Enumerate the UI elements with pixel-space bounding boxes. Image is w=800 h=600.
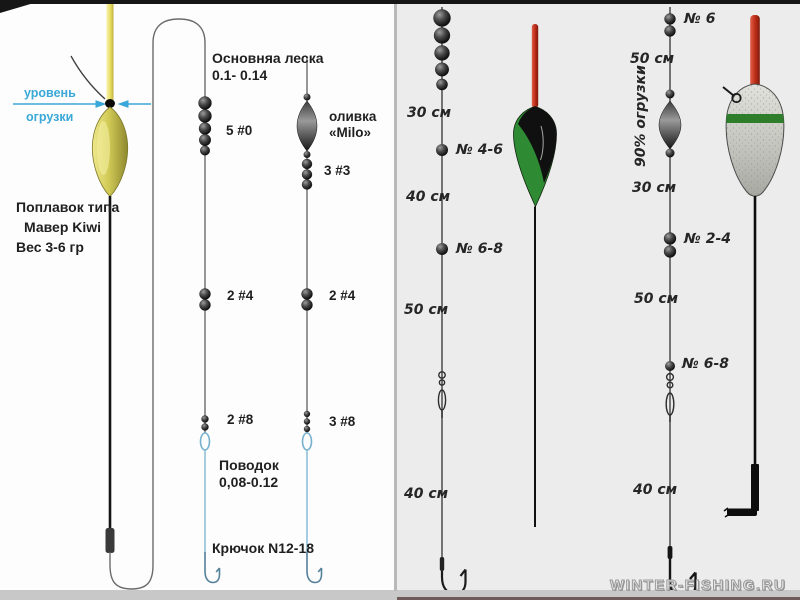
float-antenna bbox=[106, 3, 114, 102]
split-shots-2x4-b bbox=[301, 288, 313, 311]
panel-divider bbox=[394, 3, 397, 591]
keel-arm-sketch bbox=[723, 507, 729, 518]
float-info-label: Поплавок типа Мавер Kiwi Вес 3-6 гр bbox=[16, 199, 120, 255]
rig2-hook-wrap bbox=[667, 546, 673, 559]
rig1-dist-50: 50 см bbox=[404, 302, 449, 318]
rig2-dist-50: 50 см bbox=[630, 51, 675, 67]
rig2-olive-weight bbox=[658, 100, 682, 150]
rig-with-green-float bbox=[433, 7, 557, 595]
shots-label-2x4-b: 2 #4 bbox=[329, 288, 356, 303]
rig1-shot-4-6 bbox=[436, 144, 448, 156]
ballast-level-arrows bbox=[13, 100, 151, 108]
split-shots-3x8 bbox=[303, 410, 311, 433]
rig2-dist-30: 30 см bbox=[632, 180, 677, 196]
rig1-float-antenna bbox=[531, 24, 539, 108]
rig2-shots-no6 bbox=[664, 13, 676, 37]
rig2-swivel bbox=[665, 372, 675, 422]
shots-label-2x8: 2 #8 bbox=[227, 412, 254, 427]
rig1-dist-40b: 40 см bbox=[404, 486, 449, 502]
shots-label-5x0: 5 #0 bbox=[226, 123, 253, 138]
ballast-level-label-1: уровень bbox=[24, 86, 76, 100]
shots-label-3x3: 3 #3 bbox=[324, 163, 351, 178]
olive-weight-milo bbox=[296, 100, 318, 152]
float-top-eye bbox=[105, 99, 115, 108]
float-highlight bbox=[97, 121, 110, 175]
main-line-label: Основняа леска 0.1- 0.14 bbox=[212, 50, 324, 84]
float-green-band bbox=[726, 114, 784, 123]
rig2-dist-40: 40 см bbox=[633, 482, 678, 498]
stop-bead bbox=[303, 151, 311, 158]
small-hooks bbox=[204, 552, 323, 584]
shots-label-2x4-a: 2 #4 bbox=[227, 288, 254, 303]
folded-main-line bbox=[109, 18, 206, 590]
olive-label: оливка «Milo» bbox=[329, 109, 377, 141]
rig1-swivel bbox=[437, 371, 447, 418]
rig2-shot-6-label: № 6 bbox=[684, 11, 716, 27]
top-edge bbox=[0, 0, 800, 4]
ballast-level-label-2: огрузки bbox=[26, 110, 74, 124]
stop-bead bbox=[303, 93, 311, 101]
stop-bead bbox=[665, 89, 675, 99]
float-side-eye bbox=[731, 92, 742, 104]
float-body-texture bbox=[726, 84, 784, 197]
rig1-shot-6-8-label: № 6-8 bbox=[456, 241, 504, 257]
split-shots-2x4-a bbox=[199, 288, 211, 311]
leader-lines bbox=[204, 450, 308, 553]
watermark: WINTER-FISHING.RU bbox=[610, 577, 787, 595]
rig2-shot-6-8 bbox=[665, 361, 675, 371]
keel-side-arm bbox=[727, 508, 757, 516]
rig2-ballast-label: 90% огрузки bbox=[633, 65, 649, 167]
hook-size-label: Крючок N12-18 bbox=[212, 540, 315, 556]
leader-label: Поводок 0,08-0.12 bbox=[219, 457, 279, 491]
rig-with-grey-float bbox=[658, 7, 785, 599]
leader-loops bbox=[199, 432, 313, 451]
rig2-shot-6-8-label: № 6-8 bbox=[682, 356, 730, 372]
float-side-eye-line bbox=[722, 86, 735, 97]
rig1-shot-6-8 bbox=[436, 243, 448, 255]
keel-thick-section bbox=[751, 464, 759, 511]
line-to-rod bbox=[70, 55, 106, 100]
split-shots-5x0 bbox=[198, 96, 212, 156]
rig1-shot-4-6-label: № 4-6 bbox=[456, 142, 504, 158]
stop-bead bbox=[665, 148, 675, 158]
rig1-bulk-shots bbox=[433, 9, 451, 91]
rig1-dist-40: 40 см bbox=[406, 189, 451, 205]
rig1-float-body-black bbox=[518, 106, 557, 183]
shots-label-3x8: 3 #8 bbox=[329, 414, 356, 429]
rig2-shot-2-4-label: № 2-4 bbox=[684, 231, 732, 247]
kiwi-float-rig bbox=[13, 3, 323, 590]
bottom-strip bbox=[0, 590, 800, 600]
left-panel bbox=[0, 0, 397, 600]
silicone-sleeve bbox=[105, 528, 115, 553]
rig1-dist-30: 30 см bbox=[407, 105, 452, 121]
bottom-edge-line bbox=[397, 597, 800, 600]
rig2-shots-2-4 bbox=[663, 232, 677, 258]
rig1-hook-wrap bbox=[439, 557, 445, 571]
split-shots-3x3 bbox=[301, 158, 313, 190]
float-brand-mark bbox=[540, 125, 544, 161]
split-shots-2x8 bbox=[201, 415, 209, 431]
rig2-float-antenna bbox=[750, 15, 760, 88]
rig2-dist-50b: 50 см bbox=[634, 291, 679, 307]
